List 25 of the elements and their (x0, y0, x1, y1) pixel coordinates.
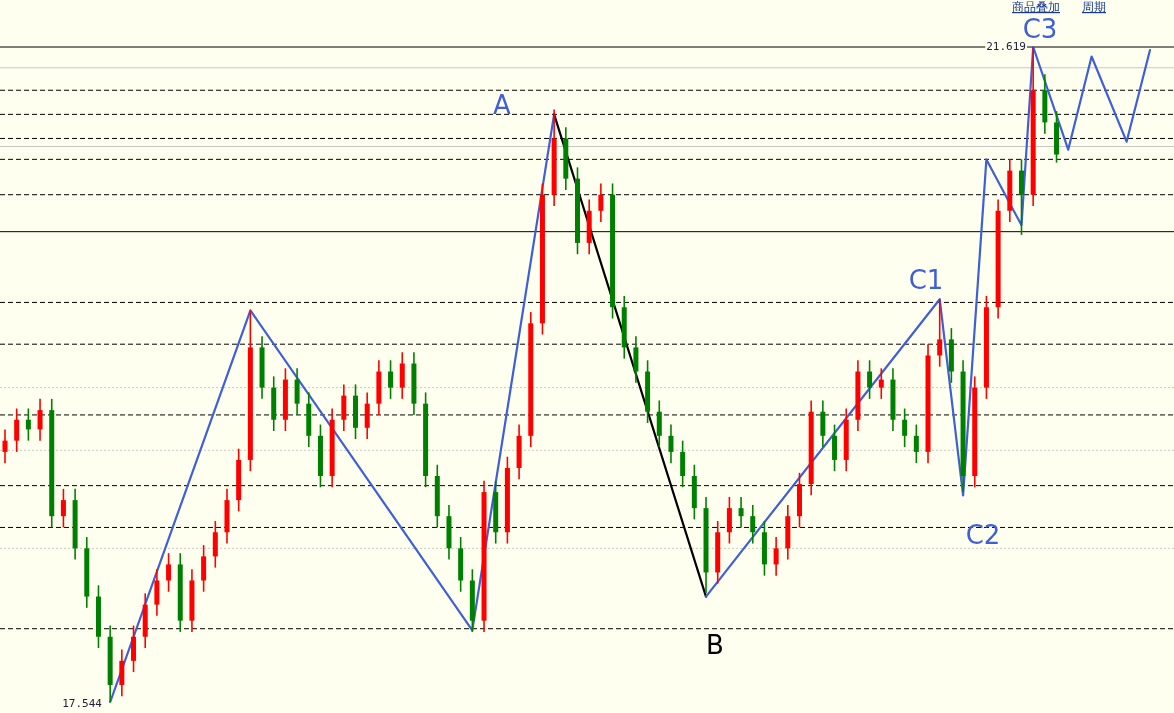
candlestick (25, 407, 31, 442)
text: 周期 (1082, 0, 1106, 14)
candlestick (166, 552, 172, 593)
candlestick (902, 407, 908, 448)
candlestick (867, 359, 873, 400)
candlestick (878, 367, 884, 400)
candlestick (598, 182, 604, 223)
candlestick (750, 504, 756, 545)
annotation: B (706, 630, 724, 660)
candlestick (738, 496, 744, 529)
candlestick (2, 428, 8, 464)
annotation: C2 (965, 520, 1001, 550)
annotation: 21.619 (986, 40, 1026, 53)
candlestick (37, 398, 43, 442)
candlestick (913, 423, 919, 464)
candlestick (388, 359, 394, 400)
annotation: C1 (908, 265, 944, 295)
candlestick (60, 488, 66, 529)
annotation: 17.544 (62, 697, 103, 710)
candlestick (937, 298, 943, 368)
candlestick (668, 423, 674, 464)
candlestick (773, 536, 779, 577)
annotation: A (493, 90, 512, 120)
candlestick (14, 407, 20, 453)
text: 商品叠加 (1012, 0, 1060, 14)
